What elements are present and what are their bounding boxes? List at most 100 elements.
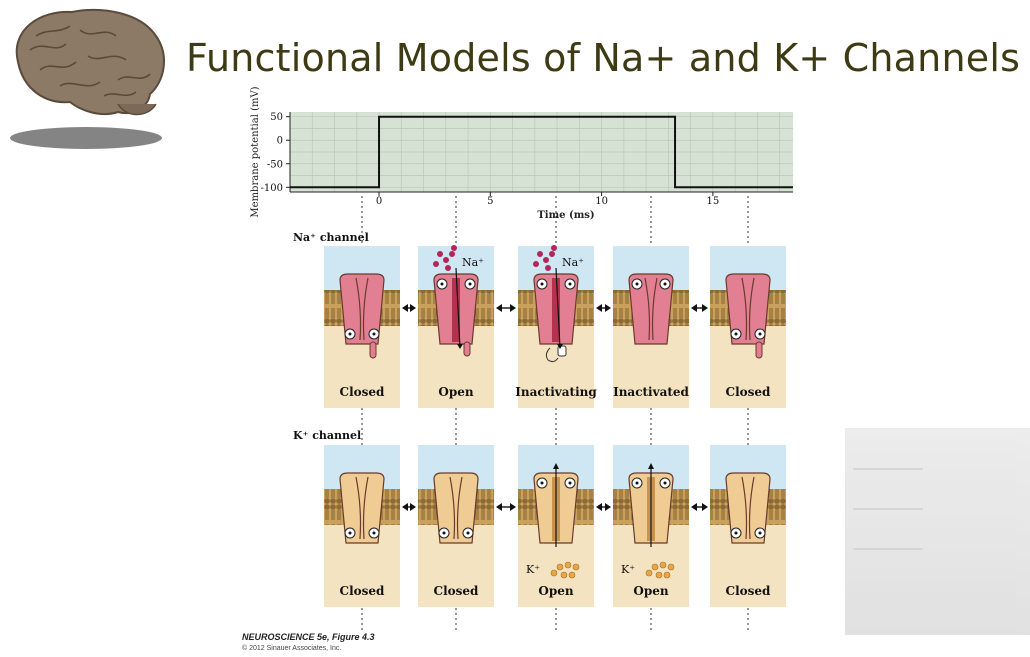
na-ion xyxy=(549,251,555,257)
na-ion xyxy=(445,265,451,271)
na-channel-row: Closed Na⁺ Open Na⁺ Inactivating Inactivated C… xyxy=(324,245,786,408)
channel-panel: Closed xyxy=(324,445,400,607)
closed-pore xyxy=(449,476,463,540)
voltage-sensor-charge xyxy=(348,332,352,336)
na-ion xyxy=(545,265,551,271)
voltage-sensor-charge xyxy=(348,531,352,535)
k-ion xyxy=(645,569,653,577)
inactivation-gate xyxy=(369,341,377,359)
voltage-sensor-charge xyxy=(372,531,376,535)
transition-arrowhead xyxy=(496,304,502,312)
na-ion-label: Na⁺ xyxy=(562,256,584,269)
figure-caption: NEUROSCIENCE 5e, Figure 4.3 xyxy=(242,632,375,642)
voltage-sensor-charge xyxy=(568,282,572,286)
brain-shadow xyxy=(10,127,162,149)
voltage-sensor-charge xyxy=(540,282,544,286)
k-ion xyxy=(663,571,671,579)
k-ion xyxy=(556,563,564,571)
transition-arrowhead xyxy=(605,304,611,312)
transition-arrowhead xyxy=(605,503,611,511)
transition-arrowhead xyxy=(596,503,602,511)
k-channel-row: Closed Closed K⁺ Open K⁺ Open Closed xyxy=(324,445,786,607)
ion-flow-arrowhead xyxy=(457,344,463,349)
k-ion xyxy=(560,571,568,579)
k-ion xyxy=(667,563,675,571)
brain-stem xyxy=(117,103,157,116)
webcam-overlay xyxy=(845,428,1030,635)
voltage-trace xyxy=(290,115,793,189)
voltage-sensor-charge xyxy=(635,282,639,286)
channel-panel: Na⁺ Inactivating xyxy=(515,245,597,408)
k-channel-protein xyxy=(725,472,771,544)
brain-logo xyxy=(10,8,165,149)
state-label: Inactivating xyxy=(515,385,597,399)
voltage-sensor-charge xyxy=(663,481,667,485)
open-pore xyxy=(452,278,460,342)
voltage-sensor-charge xyxy=(540,481,544,485)
k-channel-protein xyxy=(433,472,479,544)
transition-arrowhead xyxy=(510,503,516,511)
voltage-sensor-charge xyxy=(758,332,762,336)
x-tick-label: 10 xyxy=(595,196,608,207)
transition-arrowhead xyxy=(691,304,697,312)
brain-shape xyxy=(15,8,165,116)
state-label: Open xyxy=(633,584,668,598)
voltage-sensor-charge xyxy=(568,481,572,485)
channel-panel: Closed xyxy=(710,246,786,408)
voltage-sensor-charge xyxy=(734,332,738,336)
ion-flow-arrow xyxy=(455,267,461,349)
state-label: Open xyxy=(538,584,573,598)
inactivation-gate xyxy=(463,341,471,357)
na-ion xyxy=(449,251,455,257)
channel-panel: Closed xyxy=(710,445,786,607)
na-ion xyxy=(437,251,443,257)
transition-arrowhead xyxy=(702,503,708,511)
transition-arrowhead xyxy=(402,503,408,511)
k-ion-label: K⁺ xyxy=(526,563,540,576)
x-axis-label: Time (ms) xyxy=(537,210,594,221)
closed-pore xyxy=(741,476,755,540)
k-ion-label: K⁺ xyxy=(621,563,635,576)
transition-arrowhead xyxy=(702,304,708,312)
x-tick-label: 15 xyxy=(707,196,720,207)
y-tick-label: 0 xyxy=(277,136,283,147)
na-ion xyxy=(537,251,543,257)
channel-panel: Closed xyxy=(418,445,494,607)
ion-flow-arrow xyxy=(555,267,561,349)
na-channel-protein xyxy=(725,273,771,345)
voltage-sensor-charge xyxy=(734,531,738,535)
state-label: Closed xyxy=(340,385,386,399)
na-ion xyxy=(451,245,457,251)
time-markers xyxy=(361,196,749,632)
voltage-sensor-charge xyxy=(635,481,639,485)
y-tick-labels: 50 0 -50 -100 xyxy=(261,112,290,194)
closed-pore xyxy=(644,277,658,341)
y-tick-label: -50 xyxy=(267,159,283,170)
na-channel-protein xyxy=(628,273,674,345)
x-tick-label: 5 xyxy=(487,196,493,207)
channel-panel: K⁺ Open xyxy=(613,445,689,607)
channel-panel: K⁺ Open xyxy=(518,445,594,607)
channel-panel: Closed xyxy=(324,246,400,408)
voltage-sensor-charge xyxy=(663,282,667,286)
brain-folds xyxy=(29,25,151,97)
state-label: Closed xyxy=(726,385,772,399)
channel-panel: Inactivated xyxy=(613,246,690,408)
k-row-label: K⁺ channel xyxy=(293,429,361,442)
voltage-sensor-charge xyxy=(440,282,444,286)
state-label: Open xyxy=(438,385,473,399)
voltage-sensor-charge xyxy=(466,531,470,535)
voltage-sensor-charge xyxy=(468,282,472,286)
channel-panel: Na⁺ Open xyxy=(418,245,494,408)
k-channel-protein xyxy=(339,472,385,544)
na-ion xyxy=(443,257,449,263)
na-ion xyxy=(533,261,539,267)
transition-arrowhead xyxy=(510,304,516,312)
state-label: Closed xyxy=(726,584,772,598)
ion-flow-arrowhead xyxy=(557,344,563,349)
k-ion xyxy=(651,563,659,571)
k-ion xyxy=(659,561,667,569)
k-ion xyxy=(564,561,572,569)
k-ion xyxy=(655,571,663,579)
